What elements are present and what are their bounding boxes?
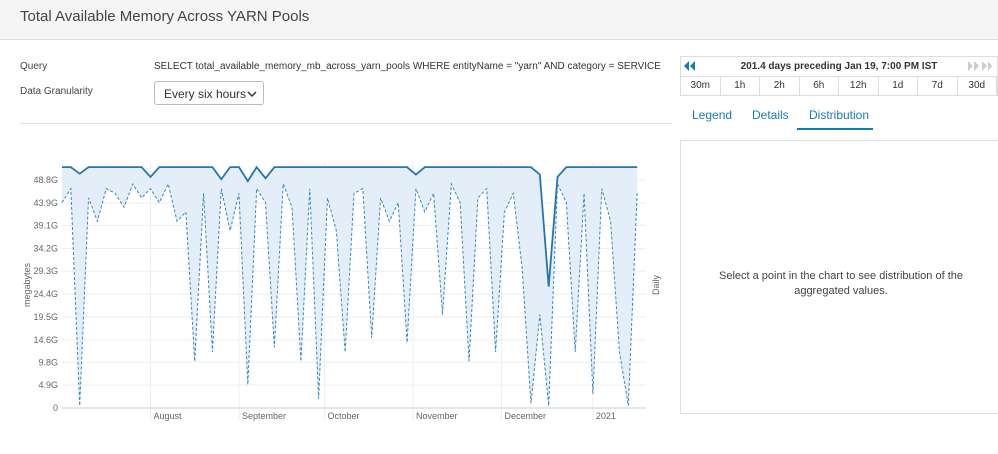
y-axis-label: megabytes (22, 262, 32, 307)
time-button[interactable]: 7d (918, 77, 958, 96)
query-text: SELECT total_available_memory_mb_across_… (154, 61, 661, 72)
x-tick-label: December (504, 411, 546, 421)
header (0, 0, 998, 40)
query-label: Query (20, 61, 48, 72)
x-tick-label: October (328, 411, 360, 421)
time-button[interactable]: 6h (800, 77, 839, 96)
time-button[interactable]: 1h (721, 77, 760, 96)
max-line (62, 165, 638, 287)
time-button[interactable]: 30d (958, 77, 997, 96)
prev-arrow[interactable] (684, 61, 696, 71)
y2-axis-label: Daily (651, 275, 661, 296)
next-arrows[interactable] (968, 61, 992, 71)
y-tick-label: 9.8G (38, 357, 58, 367)
time-range-text: 201.4 days preceding Jan 19, 7:00 PM IST (740, 61, 938, 72)
divider (20, 123, 672, 124)
y-tick-label: 0 (53, 403, 58, 413)
chevron (247, 91, 257, 98)
select-value: Every six hours (164, 87, 247, 101)
x-tick-label: August (153, 411, 182, 421)
distribution-panel: Select a point in the chart to see distr… (680, 140, 998, 414)
y-tick-label: 48.8G (33, 175, 58, 185)
time-button[interactable]: 2h (760, 77, 800, 96)
tab[interactable]: Distribution (809, 108, 870, 122)
granularity-select[interactable]: Every six hours (154, 81, 264, 105)
time-button[interactable]: 1d (879, 77, 918, 96)
min-line (61, 181, 638, 406)
y-tick-label: 14.6G (33, 335, 58, 345)
chart: 0 4.9G 9.8G 14.6G 19.5G 24.4G 29.3G 34.2G 39.1G 4… (22, 162, 661, 421)
tab[interactable]: Details (752, 108, 789, 122)
x-tick-label: November (416, 411, 458, 421)
time-buttons: 30m 1h 2h 6h 12h 1d 7d 30d (681, 76, 997, 96)
tab[interactable]: Legend (692, 108, 733, 122)
time-range: 201.4 days preceding Jan 19, 7:00 PM IST… (680, 56, 998, 96)
y-tick-label: 39.1G (33, 220, 58, 230)
x-tick-label: 2021 (596, 411, 616, 421)
time-button[interactable]: 12h (839, 77, 879, 96)
dialog-title: Total Available Memory Across YARN Pools (20, 8, 310, 25)
distribution-message: Select a point in the chart to see distr… (719, 270, 963, 297)
y-tick-label: 24.4G (33, 289, 58, 299)
x-tick-label: September (242, 411, 286, 421)
y-tick-label: 43.9G (33, 198, 58, 208)
granularity-label: Data Granularity (20, 86, 93, 97)
y-tick-label: 19.5G (33, 312, 58, 322)
y-tick-label: 4.9G (38, 380, 58, 390)
active-tab-underline (797, 128, 873, 130)
y-tick-label: 29.3G (33, 266, 58, 276)
time-button[interactable]: 30m (681, 77, 721, 96)
y-tick-label: 34.2G (33, 243, 58, 253)
